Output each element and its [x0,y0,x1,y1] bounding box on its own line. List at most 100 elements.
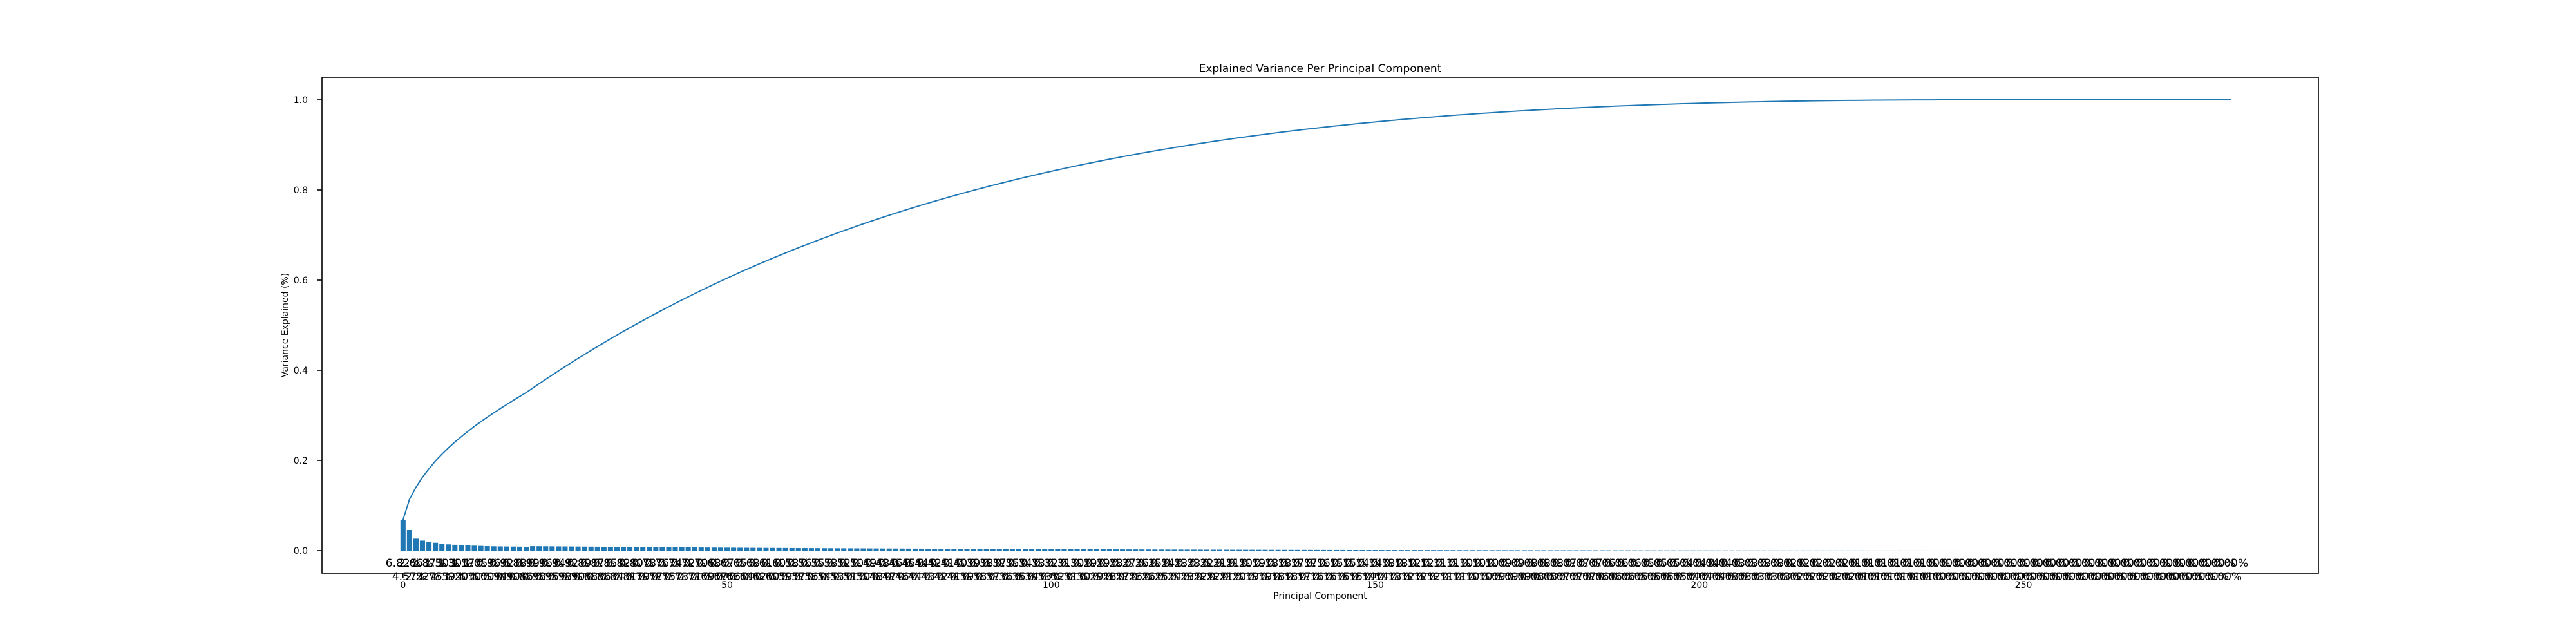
variance-bar [504,546,509,551]
variance-bar [569,546,574,551]
variance-bar [1489,550,1495,551]
variance-bar [1385,550,1391,551]
variance-bar [1159,549,1164,551]
bar-value-label: 1.87% [412,557,446,570]
variance-bar [1522,550,1528,551]
bar-value-label: 0.69% [690,571,725,583]
variance-bar [770,547,775,551]
variance-bar [1256,549,1262,551]
bar-value-label: 0.90% [561,571,596,583]
variance-bar [802,548,808,551]
variance-bar [510,546,516,551]
bar-value-label: 0.41% [930,557,965,570]
bar-value-label: 0.06% [1591,557,1626,570]
bar-value-label: 0.00% [2090,571,2125,583]
variance-bar [594,546,600,551]
bar-value-label: 0.39% [956,557,991,570]
variance-bar [640,547,646,551]
bar-value-label: 0.81% [612,571,647,583]
bar-value-label: 0.40% [943,557,978,570]
bar-value-label: 0.59% [768,571,803,583]
variance-bar [524,546,529,551]
bar-value-label: 0.00% [2019,557,2054,570]
variance-bar [614,547,620,551]
bar-value-label: 0.00% [1922,571,1956,583]
variance-bar [1139,549,1145,551]
bar-value-label: 0.00% [2065,571,2099,583]
variance-bar [1184,549,1190,551]
bar-value-label: 0.00% [2038,571,2073,583]
bar-value-label: 0.03% [1740,571,1775,583]
bar-value-label: 0.14% [1358,557,1393,570]
bar-value-label: 4.57% [392,571,427,583]
y-tick-label: 0.0 [294,546,308,556]
bar-value-label: 0.90% [496,571,531,583]
bar-value-label: 0.26% [1118,571,1153,583]
bar-value-label: 0.02% [1831,571,1866,583]
bar-value-label: 0.23% [1170,571,1205,583]
variance-bar [996,549,1002,551]
bar-value-label: 0.11% [1442,571,1477,583]
bar-value-label: 0.09% [1481,571,1516,583]
variance-bar [964,549,970,551]
bar-value-label: 0.19% [1241,557,1276,570]
bar-value-label: 0.00% [1941,557,1976,570]
x-tick-label: 150 [1367,580,1384,591]
bar-value-label: 0.00% [1955,557,1989,570]
bar-value-label: 0.58% [775,557,810,570]
variance-bar [1236,549,1242,551]
variance-bar [1178,549,1184,551]
variance-bar [983,549,989,551]
bar-value-label: 0.92% [554,557,589,570]
variance-bar [1243,549,1249,551]
variance-bar [711,547,717,551]
variance-bar [672,547,678,551]
variance-bar [478,545,484,551]
bar-value-label: 0.00% [2006,557,2041,570]
bar-value-label: 0.03% [1721,557,1756,570]
variance-bar [776,547,782,551]
bar-value-label: 0.00% [2032,557,2067,570]
variance-bar [1055,549,1061,551]
bar-value-label: 0.00% [2129,571,2164,583]
bar-label-group: 6.82%4.57%2.66%2.22%1.87%1.75%1.50%1.39%… [386,557,2248,583]
variance-bar [1398,550,1404,551]
bar-value-label: 0.00% [1961,571,1996,583]
bar-value-label: 1.20% [444,571,478,583]
variance-bar [1444,550,1450,551]
variance-bar [1029,549,1035,551]
bar-value-label: 0.03% [1727,571,1762,583]
variance-bar [744,547,750,551]
bar-value-label: 0.00% [2051,571,2086,583]
variance-bar [835,548,840,551]
bar-value-label: 0.66% [716,571,751,583]
variance-bar [867,548,873,551]
bar-value-label: 0.04% [1676,571,1710,583]
bar-value-label: 0.27% [1112,557,1146,570]
bar-value-label: 0.09% [1501,557,1535,570]
variance-bar [1016,549,1021,551]
bar-value-label: 0.35% [1001,571,1036,583]
variance-bar [1094,549,1099,551]
bar-value-label: 0.14% [1345,557,1379,570]
bar-value-label: 0.05% [1624,571,1658,583]
bar-value-label: 0.00% [1915,557,1950,570]
variance-bar [1359,550,1365,551]
bar-value-label: 0.29% [1079,571,1114,583]
variance-bar [1042,549,1048,551]
bar-value-label: 0.00% [1974,571,2009,583]
bar-value-label: 0.09% [1507,571,1542,583]
variance-bar [1113,549,1119,551]
bar-value-label: 0.04% [1695,557,1730,570]
bar-value-label: 0.10% [1475,557,1510,570]
variance-bar [1146,549,1151,551]
bar-value-label: 0.15% [1319,557,1354,570]
variance-bar [1314,549,1320,551]
variance-bar [491,546,497,551]
bar-value-label: 0.88% [502,557,537,570]
variance-bar [1249,549,1255,551]
variance-bar [1197,549,1203,551]
variance-bar [1217,549,1223,551]
bar-value-label: 0.10% [1468,571,1503,583]
